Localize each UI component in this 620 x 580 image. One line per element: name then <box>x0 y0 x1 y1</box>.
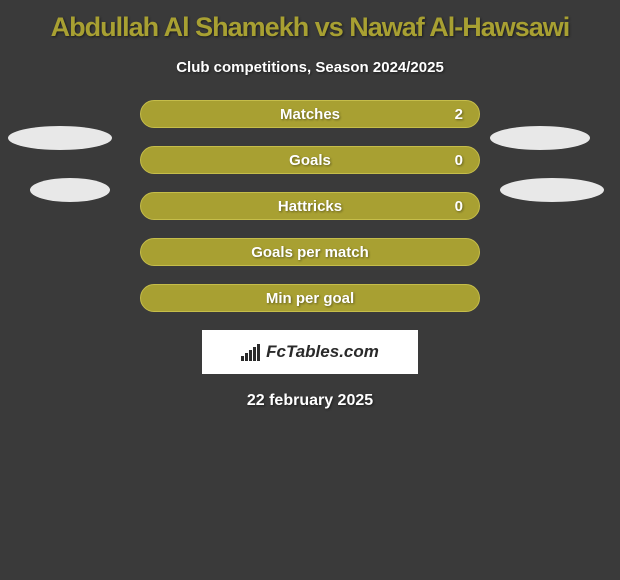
decorative-ellipse <box>490 126 590 150</box>
page-title: Abdullah Al Shamekh vs Nawaf Al-Hawsawi <box>0 0 620 43</box>
stat-value: 2 <box>455 106 463 123</box>
stat-label: Hattricks <box>278 198 342 215</box>
infographic-container: Abdullah Al Shamekh vs Nawaf Al-Hawsawi … <box>0 0 620 580</box>
subtitle: Club competitions, Season 2024/2025 <box>0 59 620 76</box>
stat-label: Min per goal <box>266 290 354 307</box>
decorative-ellipse <box>30 178 110 202</box>
date-label: 22 february 2025 <box>0 392 620 410</box>
stat-row: Matches 2 <box>140 100 480 128</box>
bar-chart-icon <box>241 344 260 361</box>
stat-value: 0 <box>455 198 463 215</box>
logo-box: FcTables.com <box>202 330 418 374</box>
decorative-ellipse <box>8 126 112 150</box>
stat-row: Min per goal <box>140 284 480 312</box>
stat-label: Goals per match <box>251 244 369 261</box>
stat-label: Goals <box>289 152 331 169</box>
logo-text: FcTables.com <box>266 342 379 362</box>
stat-row: Goals per match <box>140 238 480 266</box>
stat-row: Goals 0 <box>140 146 480 174</box>
stat-value: 0 <box>455 152 463 169</box>
stat-row: Hattricks 0 <box>140 192 480 220</box>
decorative-ellipse <box>500 178 604 202</box>
stat-label: Matches <box>280 106 340 123</box>
